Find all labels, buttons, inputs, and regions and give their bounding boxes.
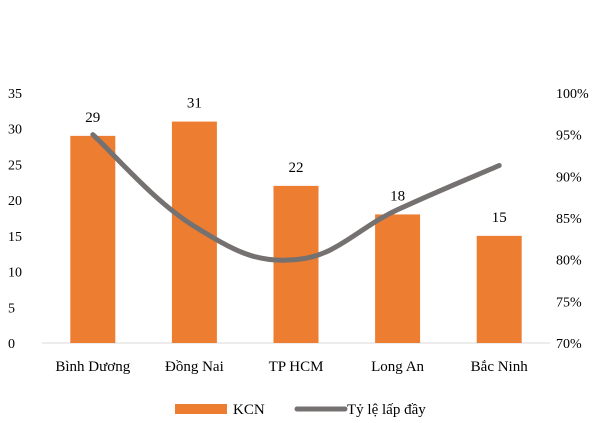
category-label: Đồng Nai [165,359,224,375]
bar-series [70,121,522,343]
bar-data-label: 15 [492,210,507,226]
left-tick-label: 30 [8,123,22,138]
category-label: Bắc Ninh [471,359,529,375]
left-tick-label: 15 [8,230,22,245]
category-label: Bình Dương [55,359,130,375]
legend: KCN Tỷ lệ lấp đầy [175,402,426,418]
line-series-tyle-lap-day [90,132,502,263]
bar-data-label: 22 [289,160,304,176]
left-axis-ticks: 0 5 10 15 20 25 30 35 [8,87,22,352]
bar-data-label: 18 [390,188,405,204]
bar [70,135,116,343]
bar-data-labels: 29 31 22 18 15 [85,96,506,226]
right-tick-label: 100% [556,87,589,102]
bar [171,121,217,343]
left-tick-label: 25 [8,158,22,173]
legend-swatch-kcn [175,404,227,414]
bar [375,214,421,343]
category-labels: Bình Dương Đồng Nai TP HCM Long An Bắc Ninh [55,359,528,375]
right-tick-label: 90% [556,170,582,185]
bar-data-label: 31 [187,96,202,112]
legend-label-kcn: KCN [233,402,265,418]
right-tick-label: 95% [556,129,582,144]
right-axis-ticks: 70% 75% 80% 85% 90% 95% 100% [556,87,589,352]
bar [476,235,522,343]
left-tick-label: 35 [8,87,22,102]
left-tick-label: 5 [8,301,15,316]
left-tick-label: 20 [8,194,22,209]
right-tick-label: 75% [556,295,582,310]
right-tick-label: 70% [556,337,582,352]
category-label: Long An [371,359,424,375]
right-tick-label: 80% [556,254,582,269]
left-tick-label: 0 [8,337,15,352]
right-tick-label: 85% [556,212,582,227]
bar-data-label: 29 [85,110,100,126]
legend-label-tyle: Tỷ lệ lấp đầy [347,402,426,418]
bar [273,185,319,343]
category-label: TP HCM [269,359,324,375]
left-tick-label: 10 [8,266,22,281]
